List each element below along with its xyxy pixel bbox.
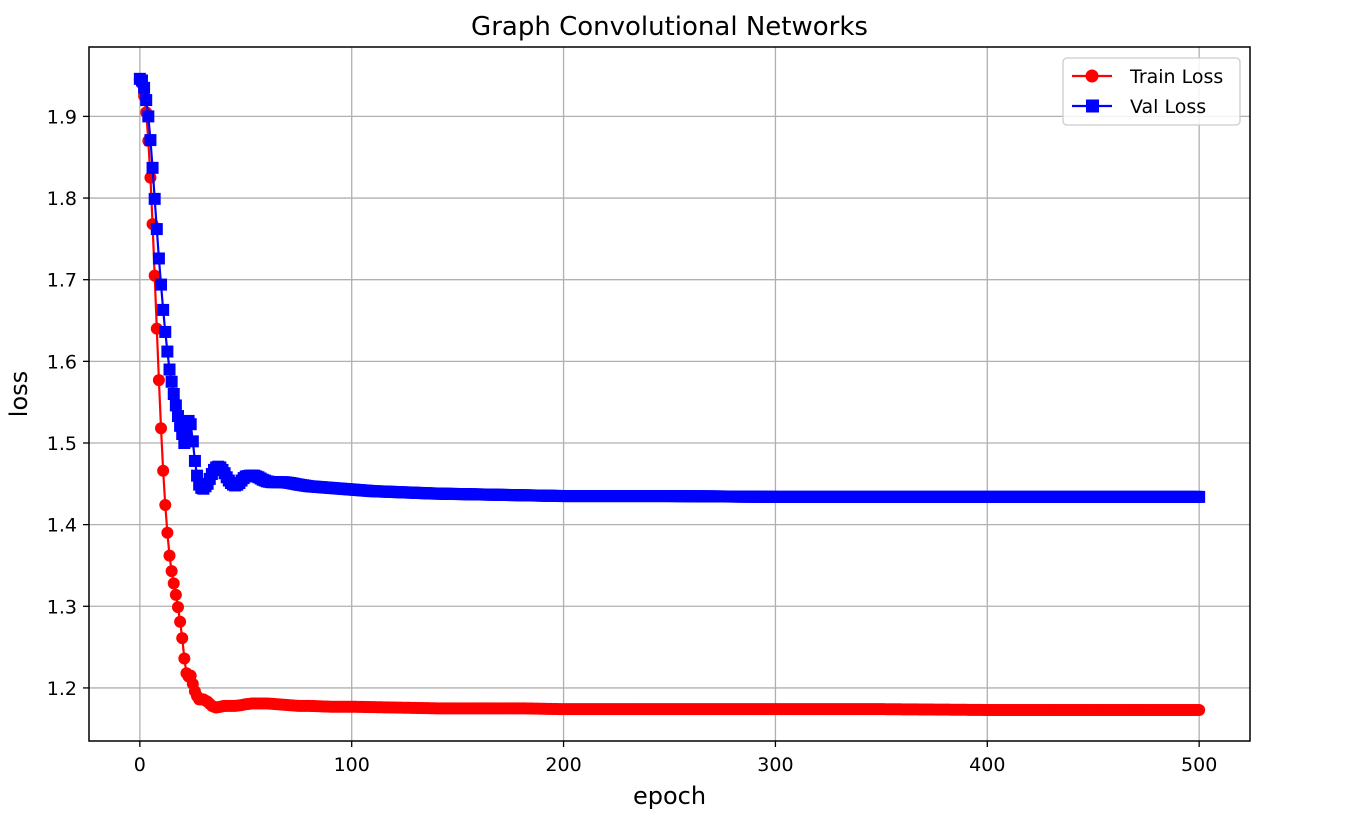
data-point (1193, 490, 1206, 503)
ticks-layer: 0 100 200 300 400 500 1.2 1.3 1.4 1.5 1.6 1.7 1.8 1.9 (47, 106, 1218, 776)
y-tick-label: 1.2 (47, 678, 77, 700)
x-tick-label: 100 (334, 754, 370, 776)
data-point (159, 499, 172, 512)
data-point (169, 588, 182, 601)
data-point (186, 435, 199, 448)
series-val-loss (133, 72, 1206, 503)
legend-label: Train Loss (1129, 66, 1223, 88)
data-point (163, 549, 176, 562)
y-axis-label: loss (5, 371, 33, 417)
legend-label: Val Loss (1130, 96, 1206, 118)
axes-frame (88, 46, 1251, 742)
x-tick-label: 500 (1181, 754, 1217, 776)
data-point (155, 278, 168, 291)
y-tick-label: 1.8 (47, 188, 77, 210)
chart-title: Graph Convolutional Networks (471, 12, 868, 42)
series-train-loss (133, 73, 1206, 716)
x-tick-label: 0 (134, 754, 146, 776)
data-point (152, 252, 165, 265)
data-point (142, 110, 155, 123)
data-point (144, 134, 157, 147)
data-point (188, 454, 201, 467)
x-tick-label: 300 (757, 754, 793, 776)
data-point (155, 422, 168, 435)
series-layer (133, 72, 1206, 716)
y-tick-label: 1.3 (47, 596, 77, 618)
data-point (148, 192, 161, 205)
data-point (159, 325, 172, 338)
data-point (184, 418, 197, 431)
data-point (176, 632, 189, 645)
data-point (152, 374, 165, 387)
data-point (167, 577, 180, 590)
y-tick-label: 1.7 (47, 270, 77, 292)
data-point (1193, 703, 1206, 716)
grid-layer (89, 47, 1250, 741)
legend: Train Loss Val Loss (1062, 57, 1241, 126)
data-point (161, 345, 174, 358)
data-point (150, 223, 163, 236)
y-tick-label: 1.4 (47, 515, 77, 537)
series-line (138, 79, 1200, 712)
y-tick-label: 1.5 (47, 433, 77, 455)
legend-marker-square (1086, 99, 1099, 113)
data-point (157, 303, 170, 316)
data-point (169, 399, 182, 412)
data-point (163, 363, 176, 376)
data-point (165, 375, 178, 388)
data-point (138, 81, 151, 94)
legend-marker-circle (1085, 69, 1099, 83)
data-point (171, 601, 184, 614)
series-line (139, 77, 1200, 498)
legend-box (1062, 57, 1241, 126)
data-point (146, 161, 159, 174)
data-point (140, 94, 153, 107)
y-tick-label: 1.9 (47, 106, 77, 128)
y-tick-label: 1.6 (47, 351, 77, 373)
legend-entry: Val Loss (1072, 96, 1206, 118)
data-point (167, 388, 180, 400)
data-point (161, 526, 174, 539)
data-point (178, 652, 191, 665)
data-point (165, 565, 178, 578)
x-tick-label: 200 (545, 754, 581, 776)
x-axis-label: epoch (633, 782, 706, 810)
data-point (174, 615, 187, 628)
x-tick-label: 400 (969, 754, 1005, 776)
data-point (157, 464, 170, 477)
data-point (171, 410, 184, 423)
legend-entry: Train Loss (1072, 66, 1223, 88)
